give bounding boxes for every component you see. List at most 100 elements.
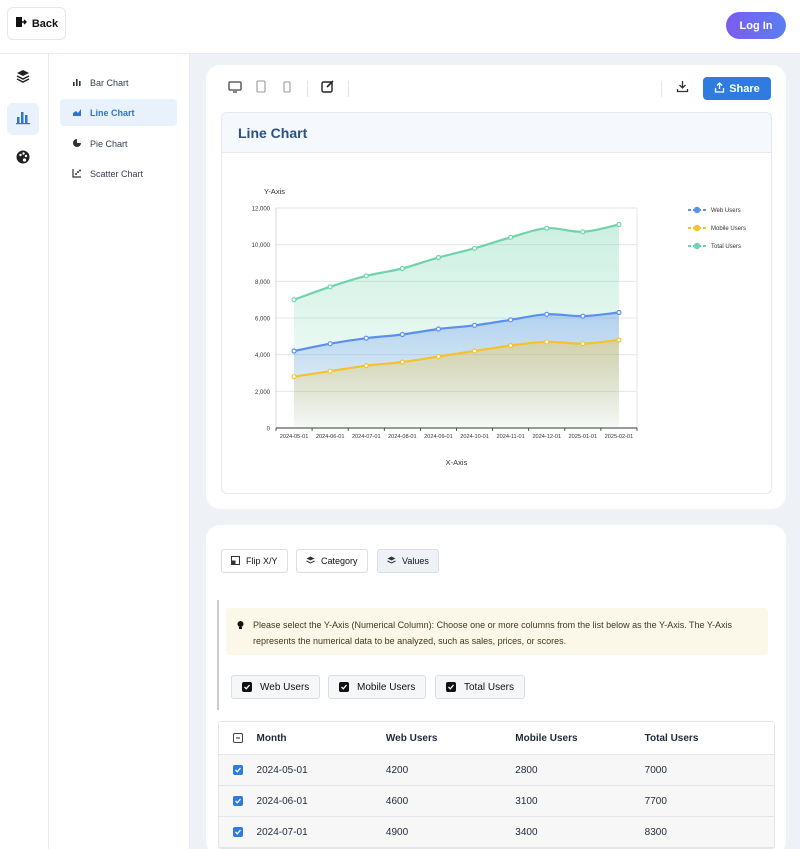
chart-type-list: Bar Chart Line Chart Pie Chart Scatter C…	[49, 54, 190, 849]
checkbox-checked[interactable]	[339, 682, 349, 692]
edit-icon	[320, 80, 334, 98]
data-card: Flip X/Y Category Values Please select t…	[206, 525, 786, 849]
toolbar-divider	[348, 81, 349, 97]
legend-label: Total Users	[711, 244, 741, 250]
data-point	[544, 311, 550, 317]
checkbox-checked[interactable]	[242, 682, 252, 692]
table-cell: 2024-07-01	[256, 826, 308, 838]
flip-label: Flip X/Y	[246, 556, 278, 566]
sidebar-item-bar-chart[interactable]: Bar Chart	[60, 69, 177, 96]
tablet-icon	[256, 80, 266, 98]
rail-item-theme[interactable]	[7, 143, 39, 175]
data-point	[471, 322, 478, 328]
data-point	[327, 341, 333, 347]
data-point	[580, 229, 586, 235]
icon-rail	[0, 54, 49, 849]
legend-marker	[693, 206, 701, 214]
bar-chart-icon	[72, 77, 82, 89]
legend-label: Mobile Users	[711, 226, 746, 232]
x-tick-label: 2024-08-01	[388, 434, 417, 440]
column-toggle-total-users[interactable]: Total Users	[435, 675, 526, 699]
y-tick-label: 12,000	[252, 207, 271, 213]
category-label: Category	[321, 556, 358, 566]
values-button[interactable]: Values	[377, 549, 439, 573]
column-toggle-mobile-users[interactable]: Mobile Users	[328, 675, 427, 699]
data-point	[616, 221, 622, 228]
data-point	[616, 309, 622, 316]
tip-text: Please select the Y-Axis (Numerical Colu…	[253, 620, 733, 646]
row-checkbox[interactable]	[232, 765, 243, 775]
data-point	[471, 348, 478, 354]
table-row[interactable]: 2024-06-01 4600 3100 7700	[219, 786, 774, 817]
data-point	[327, 368, 333, 374]
data-point	[616, 337, 622, 343]
back-button[interactable]: Back	[7, 7, 66, 40]
x-tick-label: 2024-10-01	[460, 434, 489, 440]
share-button[interactable]: Share	[703, 77, 771, 100]
data-point	[291, 297, 297, 303]
row-checkbox[interactable]	[232, 796, 243, 806]
rail-item-charts[interactable]	[7, 103, 39, 135]
pie-chart-icon	[72, 138, 82, 150]
palette-icon	[15, 149, 31, 170]
series-line	[293, 223, 620, 301]
desktop-view-button[interactable]	[227, 81, 243, 97]
table-row[interactable]: 2024-07-01 4900 3400 8300	[219, 817, 774, 848]
data-point	[363, 273, 369, 279]
column-toggle-web-users[interactable]: Web Users	[231, 675, 321, 699]
column-label: Total Users	[464, 681, 515, 693]
sidebar-item-line-chart[interactable]: Line Chart	[60, 99, 177, 126]
table-cell: 3100	[515, 795, 538, 807]
download-button[interactable]	[674, 81, 690, 97]
column-label: Mobile Users	[357, 681, 416, 693]
data-point	[291, 374, 297, 380]
layers-icon	[15, 68, 31, 89]
table-cell: 8300	[644, 826, 667, 838]
mobile-icon	[283, 80, 291, 98]
toolbar-divider	[661, 81, 662, 97]
share-label: Share	[729, 82, 760, 95]
column-header: Total Users	[644, 732, 699, 744]
flip-axes-button[interactable]: Flip X/Y	[221, 549, 288, 573]
chart-panel: Line Chart 0 2,000 4,000 6,000 8,000 10,000 12…	[221, 112, 772, 494]
select-all-checkbox[interactable]	[232, 733, 243, 743]
layers-icon	[387, 556, 396, 567]
line-chart: 0 2,000 4,000 6,000 8,000 10,000 12,000 2024-05…	[252, 187, 746, 467]
row-checkbox[interactable]	[232, 827, 243, 837]
line-chart-icon	[72, 107, 82, 119]
x-tick-label: 2025-02-01	[605, 434, 634, 440]
sidebar-item-pie-chart[interactable]: Pie Chart	[60, 130, 177, 157]
edit-button[interactable]	[319, 80, 335, 98]
rail-item-layers[interactable]	[7, 62, 39, 94]
sidebar-item-scatter-chart[interactable]: Scatter Chart	[60, 160, 177, 187]
login-button[interactable]: Log In	[726, 12, 786, 39]
mobile-view-button[interactable]	[279, 81, 295, 97]
table-cell: 3400	[515, 826, 538, 838]
tablet-view-button[interactable]	[253, 80, 269, 98]
column-header: Mobile Users	[515, 732, 578, 744]
table-cell: 4600	[385, 795, 409, 807]
data-point	[363, 363, 369, 369]
data-point	[399, 265, 405, 272]
legend-marker	[693, 242, 701, 250]
y-tick-label: 2,000	[255, 390, 271, 396]
layers-icon	[306, 556, 315, 567]
chart-card: Share Line Chart 0 2,000 4,000 6,000 8,000 10…	[206, 65, 786, 509]
share-icon	[714, 81, 725, 96]
checkbox-checked[interactable]	[446, 682, 456, 692]
data-point	[399, 359, 405, 365]
back-label: Back	[31, 17, 59, 30]
chart-panel-title: Line Chart	[222, 113, 771, 153]
y-tick-label: 6,000	[255, 317, 271, 323]
y-tick-label: 8,000	[255, 280, 271, 286]
desktop-icon	[228, 80, 242, 98]
data-point	[508, 234, 514, 240]
sidebar-item-label: Bar Chart	[90, 77, 129, 88]
table-row[interactable]: 2024-05-01 4200 2800 7000	[219, 755, 774, 786]
exit-icon	[15, 16, 27, 31]
x-tick-label: 2024-06-01	[316, 434, 345, 440]
top-bar: Back Log In	[0, 0, 800, 54]
series-line	[293, 311, 620, 353]
category-button[interactable]: Category	[296, 549, 368, 573]
data-point	[291, 348, 297, 354]
